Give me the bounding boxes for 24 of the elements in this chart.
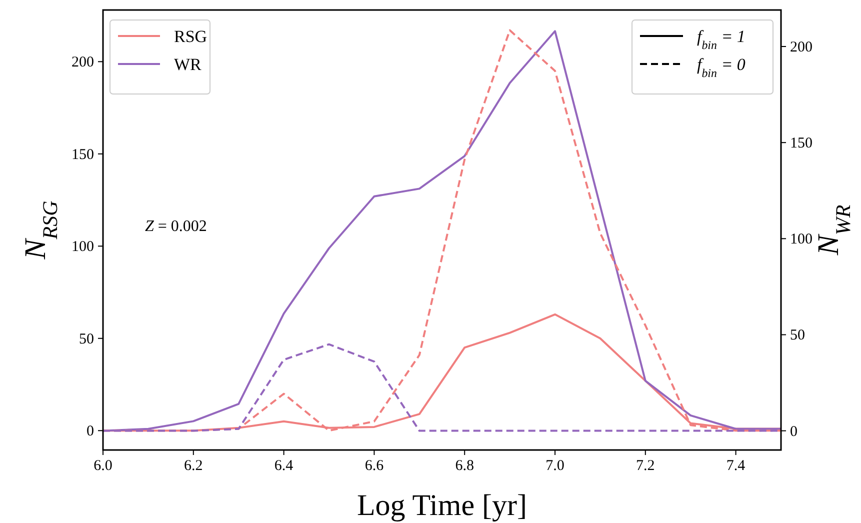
x-tick-label: 6.6 bbox=[364, 458, 384, 474]
x-tick-label: 6.0 bbox=[94, 458, 112, 474]
y-tick-label: 0 bbox=[86, 424, 94, 440]
x-tick-label: 7.0 bbox=[546, 458, 564, 474]
y-tick-label: 150 bbox=[72, 146, 94, 163]
y-tick-label: 200 bbox=[72, 54, 94, 71]
y2-tick-label: 200 bbox=[790, 40, 812, 56]
x-tick-label: 7.2 bbox=[636, 458, 655, 474]
legend-label: WR bbox=[174, 55, 202, 74]
annotation: Z = 0.002 bbox=[145, 218, 207, 235]
y-tick-label: 100 bbox=[72, 239, 94, 256]
x-tick-label: 7.4 bbox=[726, 458, 746, 474]
y2-tick-label: 150 bbox=[790, 136, 812, 152]
annotation: f$_{bin}$ = 1 bbox=[697, 27, 746, 52]
y2-tick-label: 0 bbox=[790, 424, 798, 440]
x-tick-label: 6.8 bbox=[455, 458, 474, 474]
y-tick-label: 50 bbox=[79, 331, 94, 348]
annotation: f$_{bin}$ = 0 bbox=[697, 55, 746, 80]
y2-tick-label: 50 bbox=[790, 328, 805, 344]
x-axis-title: Log Time [yr] bbox=[356, 489, 528, 522]
y2-tick-label: 100 bbox=[790, 232, 812, 248]
x-tick-label: 6.2 bbox=[184, 458, 203, 474]
x-tick-label: 6.4 bbox=[274, 458, 294, 474]
legend-label: RSG bbox=[174, 27, 208, 46]
